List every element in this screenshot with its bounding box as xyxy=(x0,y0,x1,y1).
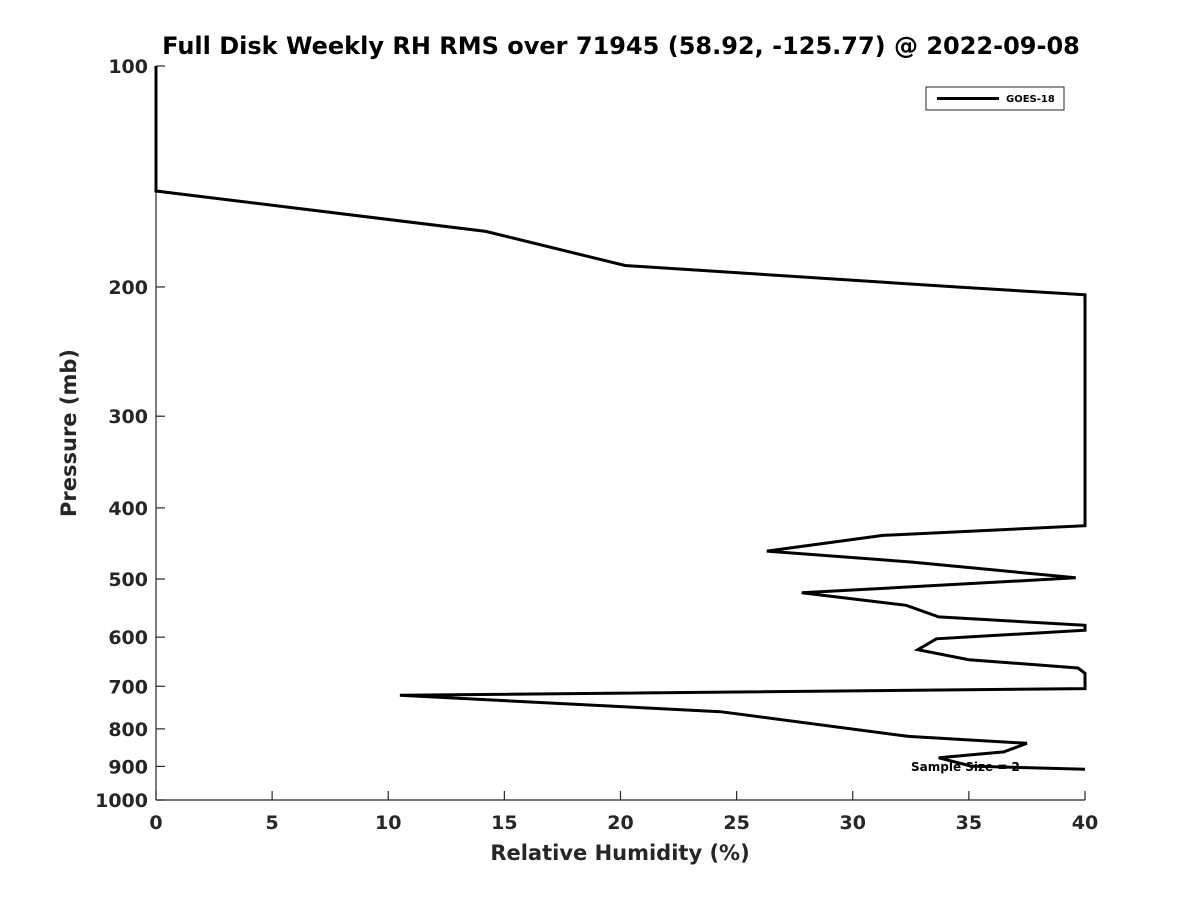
x-tick-label: 30 xyxy=(840,812,866,834)
x-tick-label: 25 xyxy=(723,812,749,834)
y-tick-label: 400 xyxy=(108,498,148,520)
y-tick-label: 1000 xyxy=(95,790,148,812)
legend-entry-goes-18: GOES-18 xyxy=(1006,94,1055,105)
chart-title: Full Disk Weekly RH RMS over 71945 (58.9… xyxy=(162,32,1080,60)
y-tick-label: 700 xyxy=(108,676,148,698)
y-tick-label: 600 xyxy=(108,627,148,649)
y-tick-label: 800 xyxy=(108,719,148,741)
y-axis-label: Pressure (mb) xyxy=(57,349,81,517)
sample-size-annotation: Sample Size = 2 xyxy=(911,760,1020,774)
x-tick-label: 0 xyxy=(149,812,162,834)
y-tick-label: 200 xyxy=(108,277,148,299)
y-ticks: 100 200 300 400 500 600 700 800 900 1000 xyxy=(95,56,165,812)
x-axis-label: Relative Humidity (%) xyxy=(490,841,749,865)
x-tick-label: 40 xyxy=(1072,812,1098,834)
y-tick-label: 500 xyxy=(108,569,148,591)
y-tick-label: 100 xyxy=(108,56,148,78)
x-tick-label: 35 xyxy=(956,812,982,834)
x-tick-label: 15 xyxy=(491,812,517,834)
x-ticks: 0 5 10 15 20 25 30 35 40 xyxy=(149,791,1098,834)
x-tick-label: 20 xyxy=(607,812,633,834)
x-tick-label: 5 xyxy=(266,812,279,834)
series-line-goes-18 xyxy=(154,66,1087,771)
y-tick-label: 900 xyxy=(108,756,148,778)
legend: GOES-18 xyxy=(925,86,1065,111)
y-tick-label: 300 xyxy=(108,406,148,428)
x-tick-label: 10 xyxy=(375,812,401,834)
